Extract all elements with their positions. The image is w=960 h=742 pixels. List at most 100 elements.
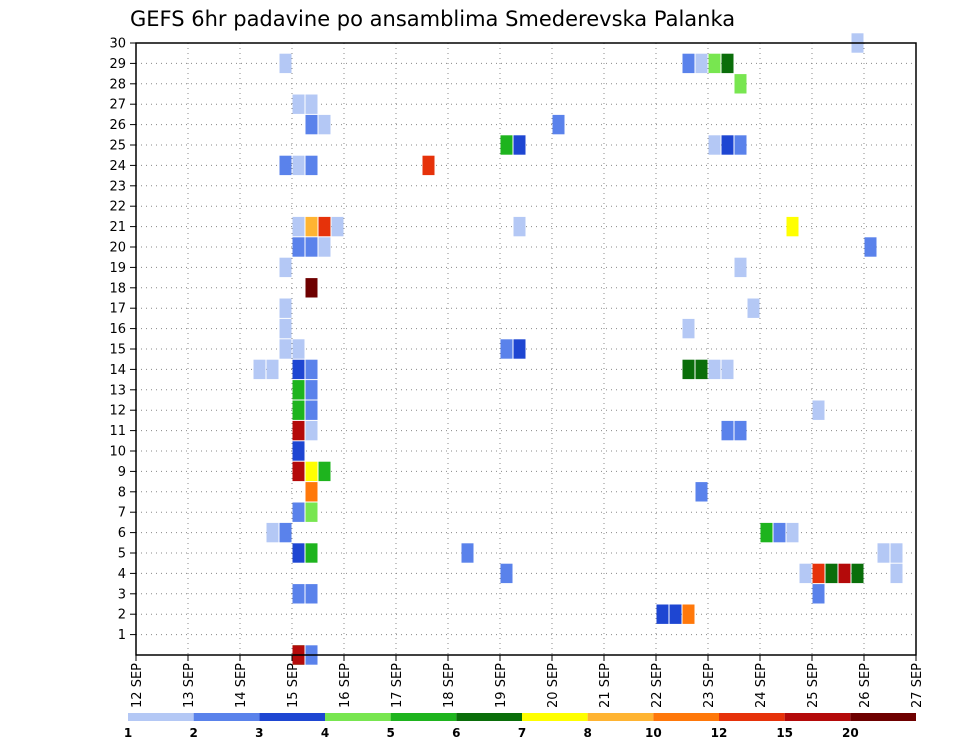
precip-cell [292,441,305,461]
precip-cell [266,359,279,380]
colorbar-swatch [128,713,194,721]
precip-cell [500,563,513,584]
precip-cell [331,216,344,237]
precip-cell [305,502,318,522]
colorbar-swatch [653,713,719,721]
precip-cell [279,155,292,176]
colorbar-label: 4 [321,726,329,740]
precip-cell [266,522,279,543]
colorbar-label: 20 [842,726,859,740]
precip-cell [747,298,760,318]
precip-cell [877,543,890,563]
precip-cell [305,114,318,135]
y-tick-label: 1 [118,628,126,643]
precip-cell [734,74,747,94]
precip-cell [708,135,721,155]
y-tick-label: 22 [109,200,126,215]
precip-cell [721,53,734,74]
precip-cell [760,522,773,543]
precip-cell [734,420,747,441]
precip-cell [292,420,305,441]
y-tick-label: 10 [109,445,126,460]
colorbar-swatch [850,713,916,721]
colorbar-label: 8 [583,726,591,740]
precip-cell [773,522,786,543]
precip-cell [695,482,708,502]
colorbar-swatch [325,713,391,721]
x-tick-label: 12 SEP [130,663,145,708]
colorbar-swatch [587,713,654,721]
x-tick-label: 14 SEP [234,663,249,708]
x-tick-label: 20 SEP [546,663,561,708]
colorbar-label: 12 [711,726,728,740]
y-tick-label: 24 [109,159,126,174]
precip-cell [305,155,318,176]
colorbar-label: 1 [124,726,132,740]
precip-cell [292,216,305,237]
grid-lines [135,42,917,655]
y-tick-label: 3 [118,587,126,602]
precip-cell [305,359,318,380]
x-tick-label: 17 SEP [390,663,405,708]
data-cells [253,33,903,665]
precip-cell [305,584,318,604]
x-tick-label: 22 SEP [650,663,665,708]
colorbar-swatch [522,713,588,721]
colorbar-swatch [390,713,457,721]
y-tick-label: 15 [109,343,126,358]
y-tick-label: 4 [118,567,126,582]
precip-cell [292,400,305,420]
precip-cell [695,53,708,74]
x-tick-label: 25 SEP [806,663,821,708]
precip-cell [682,53,695,74]
colorbar-legend: 1 2 3 4 5 6 7 8 10 12 15 20 [124,713,916,740]
precip-cell [682,359,695,380]
precip-cell [305,543,318,563]
precip-cell [682,604,695,624]
precip-cell [305,482,318,502]
x-tick-label: 26 SEP [858,663,873,708]
y-tick-label: 17 [109,302,126,317]
precip-cell [305,278,318,298]
y-tick-label: 26 [109,118,126,133]
precip-cell [552,114,565,135]
precip-cell [305,461,318,482]
precip-cell [279,53,292,74]
precip-cell [422,155,435,176]
colorbar-swatch [259,713,325,721]
y-tick-label: 12 [109,404,126,419]
y-tick-label: 7 [118,506,126,521]
x-tick-label: 18 SEP [442,663,457,708]
precip-cell [695,359,708,380]
y-tick-label: 19 [109,261,126,276]
precip-cell [318,461,331,482]
colorbar-label: 2 [189,726,197,740]
precip-cell [513,339,526,359]
precip-cell [890,543,903,563]
precip-cell [305,380,318,400]
precip-cell [292,380,305,400]
x-tick-label: 19 SEP [494,663,509,708]
precip-cell [305,400,318,420]
precip-cell [279,257,292,278]
precip-cell [721,420,734,441]
x-axis: 12 SEP 13 SEP 14 SEP 15 SEP 16 SEP 17 SEP 18 S… [130,655,925,708]
precip-cell [292,584,305,604]
chart-title: GEFS 6hr padavine po ansamblima Smederev… [130,7,735,31]
x-tick-label: 15 SEP [286,663,301,708]
colorbar-label: 15 [776,726,793,740]
precip-cell [500,339,513,359]
precip-cell [279,339,292,359]
x-tick-label: 23 SEP [702,663,717,708]
precip-cell [734,135,747,155]
y-tick-label: 20 [109,241,126,256]
y-tick-label: 21 [109,220,126,235]
precip-cell [825,563,838,584]
y-tick-label: 18 [109,281,126,296]
precip-cell [708,53,721,74]
precip-cell [305,237,318,257]
precip-cell [500,135,513,155]
precip-cell [721,359,734,380]
y-tick-label: 29 [109,57,126,72]
colorbar-label: 5 [386,726,394,740]
